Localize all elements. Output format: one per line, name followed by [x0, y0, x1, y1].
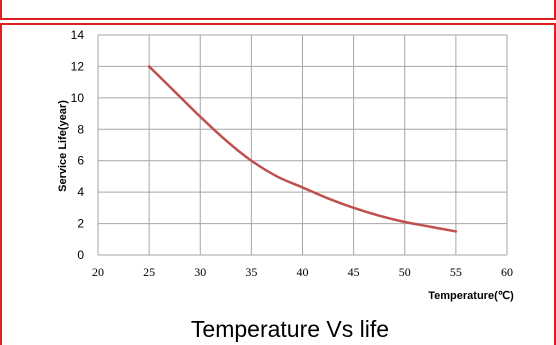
x-tick-label: 35: [245, 265, 257, 279]
x-tick-label: 55: [450, 265, 462, 279]
grid-layer: [97, 34, 508, 256]
y-tick-label: 0: [77, 248, 84, 262]
series-layer: [147, 65, 458, 233]
y-tick-label: 8: [77, 122, 84, 136]
y-tick-label: 4: [77, 185, 84, 199]
x-tick-label: 30: [194, 265, 206, 279]
y-axis-label: Service Life(year): [57, 100, 69, 192]
y-tick-label: 2: [77, 217, 84, 231]
x-tick-label: 40: [297, 265, 309, 279]
x-tick-label: 50: [399, 265, 411, 279]
chart-title: Temperature Vs life: [191, 316, 389, 342]
x-axis-label: Temperature(℃): [428, 290, 514, 302]
series-line: [147, 65, 458, 233]
y-tick-labels: 0 2 4 6 8 10 12 14: [71, 28, 85, 262]
x-tick-labels: 20 25 30 35 40 45 50 55 60: [92, 265, 513, 279]
y-tick-label: 6: [77, 154, 84, 168]
chart-panel-frame: [0, 23, 556, 345]
x-tick-label: 20: [92, 265, 104, 279]
x-tick-label: 45: [348, 265, 360, 279]
x-tick-label: 25: [143, 265, 155, 279]
y-tick-label: 14: [71, 28, 85, 42]
y-tick-label: 12: [71, 59, 85, 73]
top-panel-frame: [0, 0, 556, 20]
y-tick-label: 10: [71, 91, 85, 105]
x-tick-label: 60: [501, 265, 513, 279]
